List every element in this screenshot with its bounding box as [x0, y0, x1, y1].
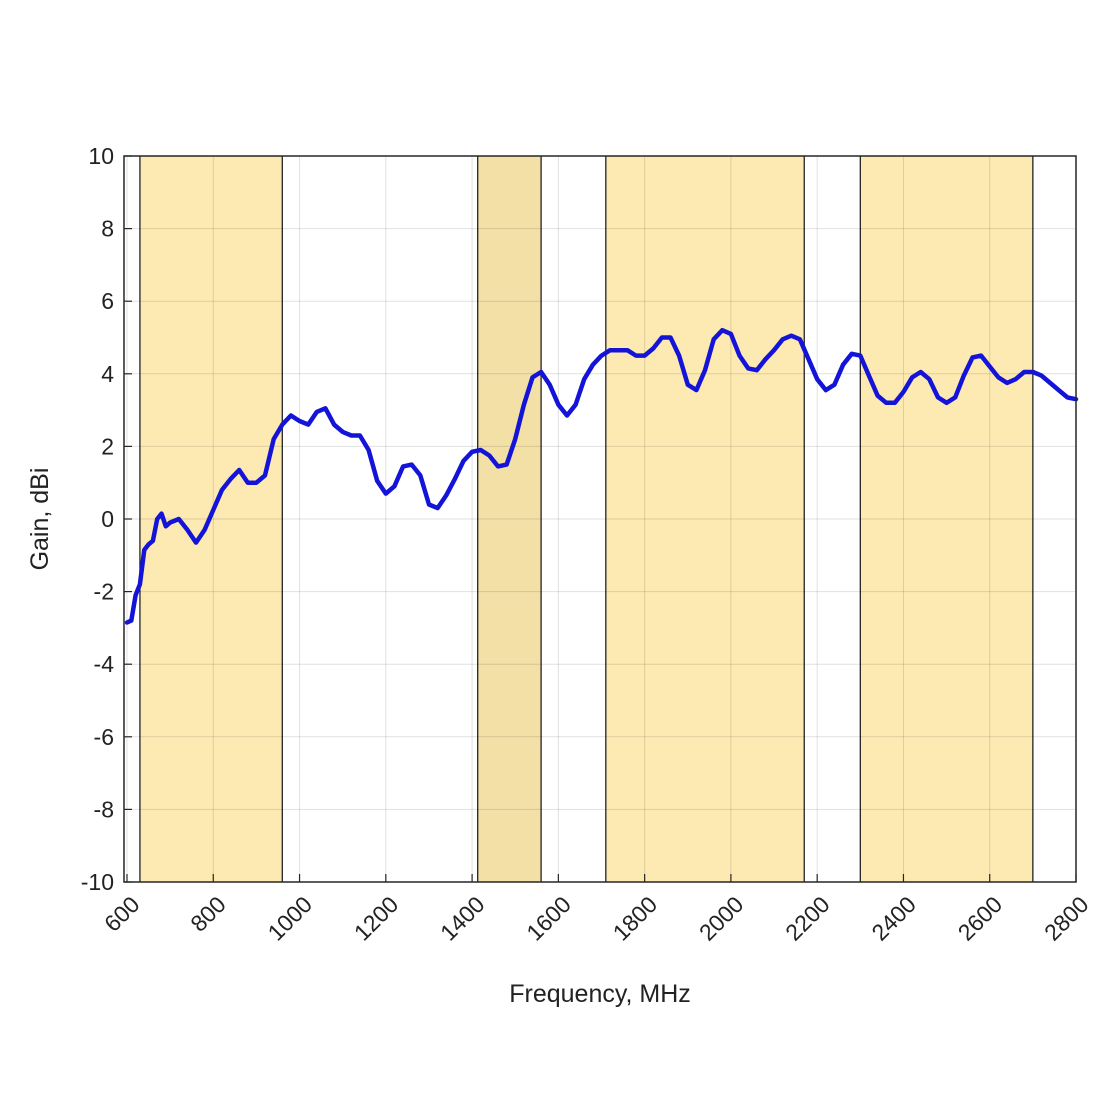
x-tick-label: 2400	[866, 891, 921, 946]
y-ticks: -10 -8 -6 -4 -2 0 2 4 6 8 10	[81, 143, 132, 895]
y-axis-label: Gain, dBi	[26, 468, 54, 571]
y-tick-label: -2	[94, 579, 114, 605]
frequency-bands	[139, 156, 1034, 882]
x-tick-label: 2800	[1039, 891, 1094, 946]
y-tick-label: -8	[94, 796, 114, 822]
y-tick-label: -6	[94, 724, 114, 750]
y-tick-label: 8	[101, 216, 114, 242]
x-tick-label: 1800	[608, 891, 663, 946]
grid	[124, 155, 1077, 883]
y-tick-label: 2	[101, 433, 114, 459]
x-tick-label: 1400	[435, 891, 490, 946]
y-tick-label: 4	[101, 361, 114, 387]
band	[860, 156, 1033, 882]
y-tick-label: -10	[81, 869, 114, 895]
x-tick-label: 600	[99, 891, 145, 937]
x-tick-label: 2600	[953, 891, 1008, 946]
y-tick-label: 10	[88, 143, 114, 169]
band	[477, 156, 542, 882]
x-tick-label: 1200	[349, 891, 404, 946]
series	[124, 327, 1079, 625]
y-tick-label: -4	[94, 651, 115, 677]
gain-line	[124, 327, 1079, 625]
x-axis-label: Frequency, MHz	[509, 980, 691, 1008]
y-tick-label: 0	[101, 506, 114, 532]
band	[605, 156, 805, 882]
y-tick-label: 6	[101, 288, 114, 314]
x-tick-label: 2200	[780, 891, 835, 946]
x-tick-label: 2000	[694, 891, 749, 946]
x-tick-label: 1600	[521, 891, 576, 946]
x-tick-label: 1000	[263, 891, 318, 946]
x-ticks: 600 800 1000 1200 1400 1600 1800 2000 2200 2400 26…	[99, 874, 1094, 946]
x-tick-label: 800	[185, 891, 231, 937]
